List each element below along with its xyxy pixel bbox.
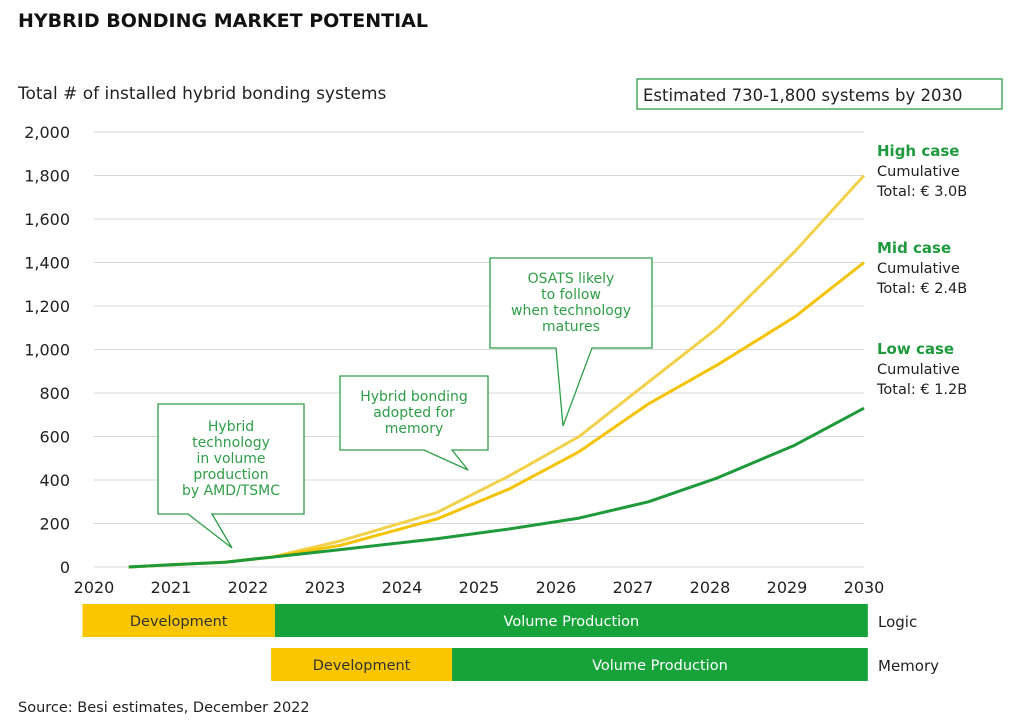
x-tick-label: 2030	[844, 578, 885, 597]
y-tick-label: 1,600	[24, 210, 70, 229]
y-tick-label: 1,200	[24, 297, 70, 316]
x-tick-label: 2022	[228, 578, 269, 597]
estimate-badge-text: Estimated 730-1,800 systems by 2030	[643, 86, 963, 105]
annotation-text: memory	[385, 421, 444, 437]
x-tick-label: 2027	[613, 578, 654, 597]
case-labels: High case Cumulative Total: € 3.0B Mid case…	[876, 142, 967, 398]
chart-title: HYBRID BONDING MARKET POTENTIAL	[18, 10, 428, 32]
annotation-text: adopted for	[373, 405, 455, 421]
annotation-text: to follow	[541, 287, 601, 303]
x-tick-label: 2023	[305, 578, 346, 597]
development-band	[271, 648, 453, 681]
x-tick-label: 2025	[459, 578, 500, 597]
volume-band	[274, 604, 868, 637]
y-tick-label: 400	[39, 471, 70, 490]
case-label: Low case Cumulative Total: € 1.2B	[876, 340, 967, 398]
estimate-badge-box	[636, 78, 1003, 110]
y-tick-labels: 0 200 400 600 800 1,000 1,200 1,400 1,600 1,800 2,…	[24, 123, 70, 577]
y-tick-label: 800	[39, 384, 70, 403]
case-cumulative: Cumulative	[877, 164, 960, 180]
case-total: Total: € 2.4B	[876, 281, 967, 297]
source-note: Source: Besi estimates, December 2022	[18, 700, 310, 716]
volume-band-label: Volume Production	[592, 658, 728, 674]
volume-band	[452, 648, 868, 681]
case-title: Mid case	[877, 239, 951, 257]
case-total: Total: € 3.0B	[876, 184, 967, 200]
x-tick-label: 2029	[767, 578, 808, 597]
annotation-text: in volume	[196, 451, 265, 467]
y-tick-label: 2,000	[24, 123, 70, 142]
logic-phase-row: Development Volume Production Logic	[82, 604, 917, 637]
annotation-text: production	[193, 467, 268, 483]
annotation-box	[339, 375, 489, 471]
case-label: Mid case Cumulative Total: € 2.4B	[876, 239, 967, 297]
case-title: Low case	[877, 340, 954, 358]
case-title: High case	[877, 142, 959, 160]
low-case-line	[128, 406, 865, 569]
annotation-text: technology	[192, 435, 270, 451]
y-tick-label: 1,000	[24, 341, 70, 360]
y-tick-label: 200	[39, 515, 70, 534]
annotation-box	[157, 403, 305, 549]
series-lines	[128, 174, 866, 569]
x-tick-label: 2024	[382, 578, 423, 597]
x-tick-labels: 2020 2021 2022 2023 2024 2025 2026 2027 2028 2029…	[74, 578, 885, 597]
logic-row-label: Logic	[878, 613, 917, 631]
annotation-text: by AMD/TSMC	[182, 483, 280, 499]
annotation-text: when technology	[511, 303, 631, 319]
grid-lines	[94, 131, 864, 568]
annotation-text: Hybrid	[208, 419, 254, 435]
development-band	[82, 604, 275, 637]
x-tick-label: 2026	[536, 578, 577, 597]
phase-bands: Development Volume Production LogicDevelop…	[82, 604, 939, 681]
x-tick-label: 2021	[151, 578, 192, 597]
annotation-text: OSATS likely	[528, 271, 615, 287]
volume-band-label: Volume Production	[504, 614, 640, 630]
case-cumulative: Cumulative	[877, 261, 960, 277]
annotation-box	[489, 257, 653, 427]
case-total: Total: € 1.2B	[876, 382, 967, 398]
memory-phase-row: Development Volume Production Memory	[271, 648, 939, 681]
y-tick-label: 0	[60, 558, 70, 577]
case-label: High case Cumulative Total: € 3.0B	[876, 142, 967, 200]
annotation-text: Hybrid bonding	[360, 389, 468, 405]
estimate-badge: Estimated 730-1,800 systems by 2030	[636, 78, 1003, 110]
development-band-label: Development	[130, 614, 228, 630]
annotation-text: matures	[542, 319, 600, 335]
development-band-label: Development	[313, 658, 411, 674]
y-axis-label: Total # of installed hybrid bonding syst…	[17, 84, 387, 104]
x-tick-label: 2028	[690, 578, 731, 597]
case-cumulative: Cumulative	[877, 362, 960, 378]
memory-row-label: Memory	[878, 657, 939, 675]
y-tick-label: 1,800	[24, 167, 70, 186]
y-tick-label: 1,400	[24, 254, 70, 273]
x-tick-label: 2020	[74, 578, 115, 597]
y-tick-label: 600	[39, 428, 70, 447]
